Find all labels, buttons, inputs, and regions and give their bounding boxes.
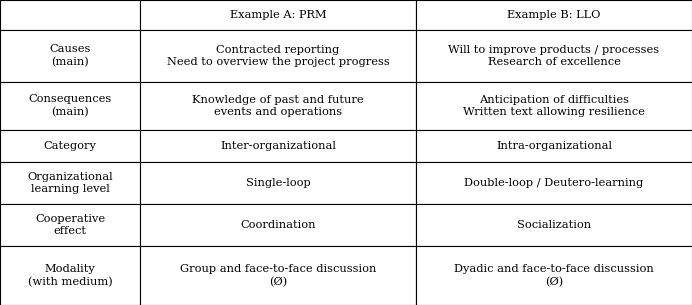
Bar: [416, 246, 692, 305]
Bar: [0, 162, 140, 204]
Bar: [140, 30, 416, 82]
Bar: [416, 204, 692, 246]
Text: Knowledge of past and future
events and operations: Knowledge of past and future events and …: [192, 95, 364, 117]
Bar: [0, 204, 140, 246]
Text: Example A: PRM: Example A: PRM: [230, 10, 327, 20]
Bar: [140, 82, 416, 130]
Text: Category: Category: [44, 141, 96, 151]
Bar: [140, 246, 416, 305]
Bar: [0, 30, 140, 82]
Text: Contracted reporting
Need to overview the project progress: Contracted reporting Need to overview th…: [167, 45, 390, 67]
Bar: [140, 0, 416, 30]
Text: Socialization: Socialization: [517, 220, 591, 230]
Text: Organizational
learning level: Organizational learning level: [27, 172, 113, 194]
Bar: [0, 130, 140, 162]
Bar: [0, 0, 140, 30]
Bar: [416, 82, 692, 130]
Text: Anticipation of difficulties
Written text allowing resilience: Anticipation of difficulties Written tex…: [463, 95, 645, 117]
Bar: [0, 246, 140, 305]
Text: Group and face-to-face discussion
(Ø): Group and face-to-face discussion (Ø): [180, 264, 376, 287]
Text: Inter-organizational: Inter-organizational: [220, 141, 336, 151]
Bar: [140, 130, 416, 162]
Text: Causes
(main): Causes (main): [49, 45, 91, 68]
Text: Example B: LLO: Example B: LLO: [507, 10, 601, 20]
Text: Dyadic and face-to-face discussion
(Ø): Dyadic and face-to-face discussion (Ø): [454, 264, 654, 287]
Text: Will to improve products / processes
Research of excellence: Will to improve products / processes Res…: [448, 45, 659, 67]
Bar: [416, 30, 692, 82]
Bar: [416, 130, 692, 162]
Text: Double-loop / Deutero-learning: Double-loop / Deutero-learning: [464, 178, 644, 188]
Text: Intra-organizational: Intra-organizational: [496, 141, 612, 151]
Text: Single-loop: Single-loop: [246, 178, 311, 188]
Text: Modality
(with medium): Modality (with medium): [28, 264, 112, 287]
Text: Cooperative
effect: Cooperative effect: [35, 214, 105, 236]
Text: Coordination: Coordination: [240, 220, 316, 230]
Text: Consequences
(main): Consequences (main): [28, 94, 111, 118]
Bar: [416, 162, 692, 204]
Bar: [140, 162, 416, 204]
Bar: [0, 82, 140, 130]
Bar: [416, 0, 692, 30]
Bar: [140, 204, 416, 246]
